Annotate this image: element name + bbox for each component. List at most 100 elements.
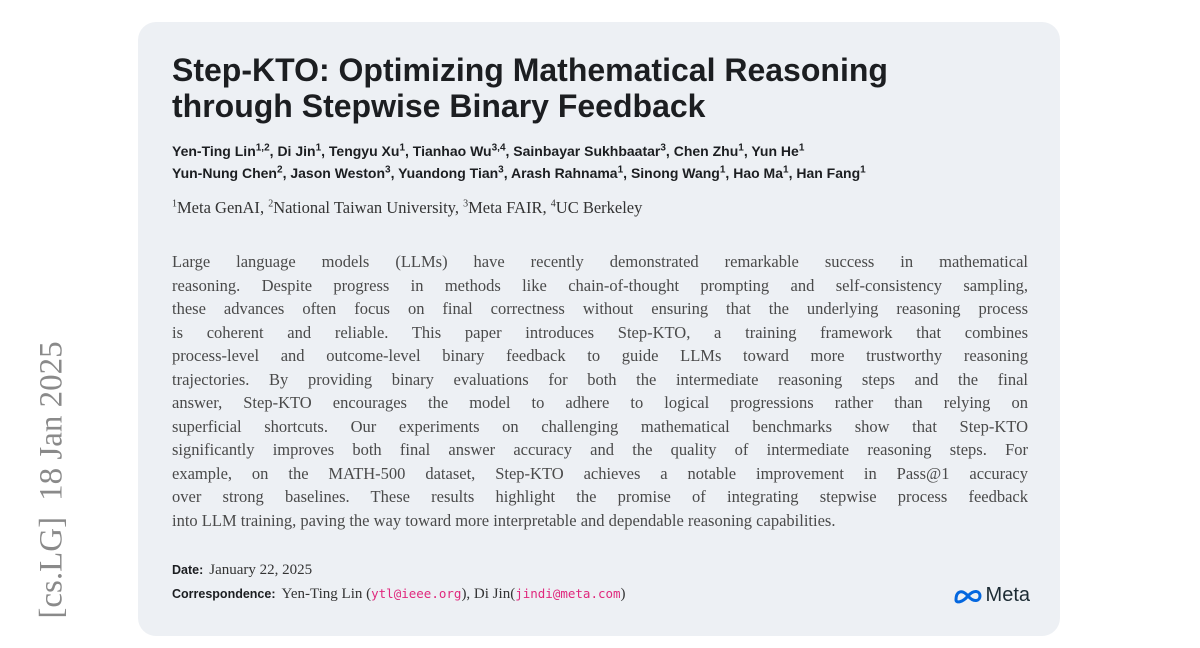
- text: Yen-Ting Lin (: [281, 586, 372, 602]
- author-affiliation: 1: [738, 142, 744, 154]
- separator: ,: [269, 143, 278, 159]
- author: Arash Rahnama1: [511, 165, 623, 181]
- author-affiliation: 1: [719, 164, 726, 176]
- author-line: Yen-Ting Lin1,2, Di Jin1, Tengyu Xu1, Ti…: [172, 140, 866, 162]
- author-affiliation: 1: [617, 164, 624, 176]
- stamp-date: 18 Jan 2025: [33, 341, 70, 501]
- abstract: Large language models (LLMs) have recent…: [172, 250, 1028, 532]
- text: ): [620, 586, 626, 602]
- meta-logo: Meta: [953, 584, 1030, 607]
- author: Tianhao Wu3,4: [413, 143, 506, 159]
- arxiv-stamp: [cs.LG] 18 Jan 2025: [34, 341, 71, 618]
- separator: ,: [788, 165, 797, 181]
- author-name: Sinong Wang: [630, 165, 720, 181]
- abstract-line: these advances often focus on final corr…: [172, 299, 1028, 318]
- separator: ,: [259, 198, 269, 217]
- affiliation-name: Meta FAIR: [468, 198, 543, 217]
- logo-icon: [954, 589, 982, 603]
- author-name: Yen-Ting Lin: [172, 143, 256, 159]
- authors: Yen-Ting Lin1,2, Di Jin1, Tengyu Xu1, Ti…: [172, 140, 866, 184]
- separator: ,: [743, 143, 752, 159]
- author-affiliation: 1: [399, 142, 405, 154]
- author-affiliation: 1,2: [255, 142, 270, 154]
- separator: ,: [623, 165, 631, 181]
- author: Sinong Wang1: [631, 165, 725, 181]
- author-affiliation: 3: [385, 164, 391, 176]
- author: Yun He1: [751, 143, 804, 159]
- author-name: Jason Weston: [290, 165, 385, 181]
- logo-text: Meta: [985, 584, 1030, 606]
- author-affiliation: 2: [277, 164, 283, 176]
- author: Sainbayar Sukhbaatar3: [513, 143, 666, 159]
- abstract-line: answer, Step-KTO encourages the model to…: [172, 393, 1028, 412]
- separator: ,: [542, 198, 551, 217]
- affiliation-name: Meta GenAI: [177, 198, 260, 217]
- date-row: Date: January 22, 2025: [172, 559, 626, 582]
- author-affiliation: 1: [860, 164, 866, 176]
- correspondence-label: Correspondence:: [172, 587, 276, 601]
- author-affiliation: 3: [660, 142, 666, 154]
- correspondence-row: Correspondence: Yen-Ting Lin (ytl@ieee.or…: [172, 582, 626, 606]
- separator: ,: [503, 165, 511, 181]
- affiliation-name: UC Berkeley: [555, 198, 643, 217]
- author: Yen-Ting Lin1,2: [172, 143, 270, 159]
- author-affiliation: 1: [798, 142, 805, 154]
- email[interactable]: jindi@meta.com: [515, 586, 621, 601]
- author-name: Yuandong Tian: [398, 165, 499, 181]
- abstract-line: is coherent and reliable. This paper int…: [172, 322, 1028, 342]
- author-name: Yun He: [751, 143, 799, 159]
- meta-info: Date: January 22, 2025 Correspondence: Yen…: [172, 559, 626, 606]
- author-line: Yun-Nung Chen2, Jason Weston3, Yuandong …: [172, 162, 866, 184]
- author-name: Chen Zhu: [673, 143, 739, 159]
- author-affiliation: 1: [315, 142, 322, 154]
- abstract-line: into LLM training, paving the way toward…: [172, 510, 836, 530]
- abstract-line: reasoning. Despite progress in methods l…: [172, 275, 1028, 295]
- author: Han Fang1: [796, 165, 865, 181]
- abstract-line: over strong baselines. These results hig…: [172, 487, 1028, 506]
- affiliations: 1Meta GenAI, 2National Taiwan University…: [172, 198, 642, 218]
- author: Yun-Nung Chen2: [172, 165, 283, 181]
- affiliation-number: 1: [172, 198, 177, 210]
- separator: ,: [725, 165, 734, 181]
- author-affiliation: 3,4: [491, 142, 506, 154]
- abstract-line: Large language models (LLMs) have recent…: [172, 252, 1028, 271]
- affiliation-number: 3: [463, 198, 469, 210]
- author-name: Di Jin: [277, 143, 316, 159]
- author: Jason Weston3: [290, 165, 390, 181]
- title: Step-KTO: Optimizing Mathematical Reason…: [172, 52, 888, 124]
- separator: ,: [505, 143, 514, 159]
- separator: ,: [405, 143, 413, 159]
- abstract-line: significantly improves both final answer…: [172, 440, 1028, 459]
- author: Yuandong Tian3: [398, 165, 504, 181]
- author: Tengyu Xu1: [329, 143, 405, 159]
- author-name: Tengyu Xu: [328, 143, 400, 159]
- abstract-line: trajectories. By providing binary evalua…: [172, 369, 1028, 389]
- separator: ,: [454, 198, 464, 217]
- separator: ,: [321, 143, 329, 159]
- author-name: Tianhao Wu: [412, 143, 492, 159]
- author-name: Han Fang: [796, 165, 861, 181]
- author-affiliation: 3: [498, 164, 504, 176]
- text: ), Di Jin(: [461, 586, 516, 602]
- date-label: Date:: [172, 563, 204, 577]
- paper-card: Step-KTO: Optimizing Mathematical Reason…: [138, 22, 1060, 636]
- abstract-line: process-level and outcome-level binary f…: [172, 346, 1028, 365]
- separator: ,: [665, 143, 674, 159]
- affiliation-number: 2: [268, 198, 274, 210]
- abstract-line: example, on the MATH-500 dataset, Step-K…: [172, 463, 1028, 483]
- email[interactable]: ytl@ieee.org: [371, 586, 462, 601]
- author-affiliation: 1: [783, 164, 789, 176]
- date: January 22, 2025: [209, 562, 313, 578]
- author-name: Yun-Nung Chen: [172, 165, 277, 181]
- abstract-line: superficial shortcuts. Our experiments o…: [172, 416, 1028, 436]
- title-line: through Stepwise Binary Feedback: [172, 88, 706, 124]
- separator: ,: [282, 165, 291, 181]
- stamp-category: [cs.LG]: [33, 516, 70, 619]
- author-name: Hao Ma: [733, 165, 783, 181]
- affiliation-name: National Taiwan University: [273, 198, 455, 217]
- author: Hao Ma1: [733, 165, 788, 181]
- author-name: Arash Rahnama: [511, 165, 618, 181]
- author-name: Sainbayar Sukhbaatar: [513, 143, 661, 159]
- separator: ,: [390, 165, 399, 181]
